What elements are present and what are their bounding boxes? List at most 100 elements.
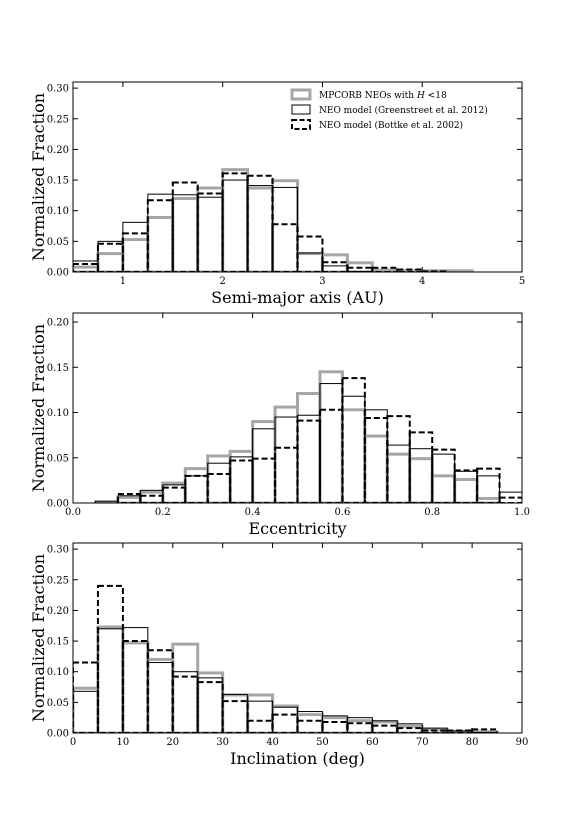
bar-mpc-8 (251, 420, 277, 503)
y-tick-label: 0.30 (47, 84, 69, 95)
bar-bottke-2 (121, 640, 149, 733)
bar-bottke-11 (346, 266, 374, 272)
y-tick-label: 0.05 (47, 453, 69, 464)
bar-mpc-13 (363, 434, 389, 503)
bar-mpc-8 (271, 179, 299, 272)
bar-mpc-8 (271, 704, 299, 733)
x-axis-label: Inclination (deg) (230, 749, 365, 768)
bar-mpc-11 (318, 370, 344, 503)
y-tick-label: 0.05 (47, 698, 69, 709)
bar-mpc-6 (221, 168, 250, 272)
bar-mpc-3 (138, 490, 165, 503)
legend-swatch-bottke (291, 119, 311, 130)
bar-bottke-3 (139, 494, 164, 503)
bar-bottke-15 (408, 431, 434, 503)
bar-mpc-5 (183, 467, 210, 503)
series-bottke (73, 172, 449, 272)
bar-bottke-5 (196, 681, 224, 733)
y-tick-label: 0.20 (47, 145, 69, 156)
bar-greenstreet-7 (229, 456, 254, 503)
bar-mpc-3 (146, 657, 175, 733)
y-axis-label: Normalized Fraction (29, 93, 48, 261)
legend-label-mpc: MPCORB NEOs with H <18 (319, 91, 447, 101)
bar-greenstreet-4 (172, 194, 199, 272)
bar-mpc-2 (121, 641, 150, 733)
x-tick-label: 60 (366, 737, 379, 748)
bar-greenstreet-17 (454, 470, 478, 503)
x-tick-label: 20 (166, 737, 179, 748)
x-tick-label: 0 (70, 737, 76, 748)
bar-bottke-10 (296, 419, 321, 503)
y-tick-label: 0.10 (47, 206, 69, 217)
bar-greenstreet-12 (341, 395, 366, 503)
legend-label-bottke: NEO model (Bottke et al. 2002) (319, 120, 463, 131)
bar-mpc-9 (273, 405, 299, 503)
x-tick-label: 3 (319, 276, 325, 287)
y-tick-label: 0.05 (47, 237, 69, 248)
bar-bottke-19 (498, 496, 522, 503)
bar-mpc-16 (430, 474, 457, 503)
bar-greenstreet-11 (319, 383, 343, 503)
bar-mpc-10 (320, 716, 349, 733)
x-tick-label: 80 (466, 737, 479, 748)
bar-greenstreet-7 (247, 185, 274, 272)
x-tick-label: 0.6 (334, 507, 350, 518)
x-tick-label: 1 (120, 276, 126, 287)
y-tick-label: 0.00 (47, 268, 69, 279)
bar-greenstreet-5 (197, 196, 224, 272)
x-tick-label: 2 (219, 276, 225, 287)
bar-greenstreet-8 (252, 428, 276, 503)
x-tick-label: 0.0 (65, 507, 81, 518)
x-tick-label: 30 (216, 737, 229, 748)
bar-mpc-7 (246, 186, 275, 272)
bar-mpc-7 (228, 449, 255, 503)
bar-bottke-0 (73, 661, 99, 733)
x-tick-label: 0.4 (245, 507, 261, 518)
bar-mpc-17 (453, 477, 479, 503)
plot-frame (72, 312, 523, 504)
bar-mpc-0 (73, 686, 100, 733)
y-tick-label: 0.25 (47, 114, 69, 125)
legend-swatch-greenstreet (291, 104, 311, 115)
bar-greenstreet-2 (122, 221, 149, 272)
bar-bottke-14 (386, 415, 411, 503)
x-axis-label: Semi-major axis (AU) (211, 288, 384, 307)
y-tick-label: 0.20 (47, 606, 69, 617)
bar-greenstreet-15 (409, 448, 433, 503)
bar-greenstreet-0 (73, 690, 99, 733)
bar-greenstreet-5 (184, 475, 209, 503)
bar-mpc-1 (96, 625, 125, 733)
bar-mpc-15 (408, 457, 434, 503)
bar-mpc-9 (296, 252, 324, 272)
y-tick-label: 0.25 (47, 575, 69, 586)
series-mpc (73, 625, 499, 733)
plot-frame (72, 81, 523, 273)
bar-bottke-7 (246, 719, 274, 733)
bar-bottke-8 (271, 713, 299, 733)
x-tick-label: 40 (266, 737, 279, 748)
bar-greenstreet-1 (97, 240, 124, 272)
bar-bottke-17 (453, 469, 479, 503)
bar-bottke-8 (271, 223, 299, 272)
bar-bottke-5 (184, 474, 209, 503)
bar-bottke-5 (196, 192, 224, 272)
bar-bottke-6 (221, 172, 249, 272)
legend-label-greenstreet: NEO model (Greenstreet et al. 2012) (319, 105, 488, 116)
bar-mpc-2 (121, 238, 150, 272)
bar-bottke-1 (96, 584, 124, 733)
panel-1: 1 2 3 4 5 0.00 0.05 0.10 0.15 0.20 0.25 0.30 Semi-ma… (29, 81, 525, 307)
bar-mpc-9 (296, 713, 324, 733)
bar-bottke-13 (363, 416, 389, 503)
bar-bottke-6 (221, 700, 249, 733)
x-axis-label: Eccentricity (248, 519, 346, 538)
bar-mpc-1 (96, 252, 125, 272)
bar-mpc-4 (161, 481, 187, 503)
bar-mpc-4 (171, 196, 200, 272)
bar-mpc-4 (171, 642, 200, 733)
x-tick-label: 0.8 (424, 507, 440, 518)
bar-bottke-4 (161, 486, 187, 503)
bar-greenstreet-8 (272, 706, 298, 733)
bar-bottke-8 (251, 457, 277, 503)
legend: MPCORB NEOs with H <18 NEO model (Greenst… (290, 88, 488, 131)
